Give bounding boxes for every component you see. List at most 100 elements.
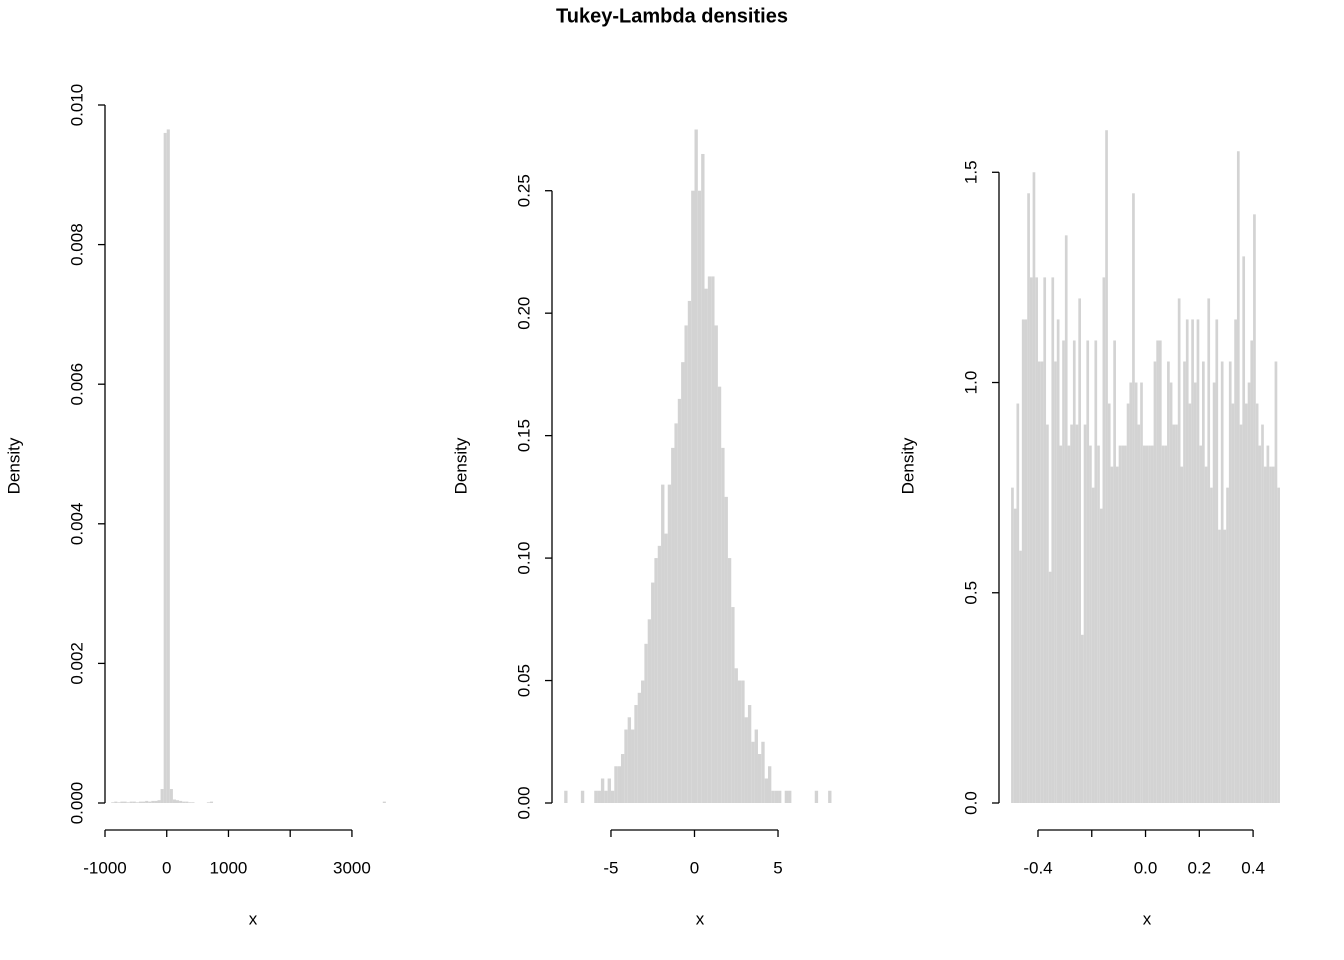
bar bbox=[1239, 424, 1243, 803]
bar bbox=[1094, 340, 1098, 803]
bar bbox=[1247, 382, 1251, 803]
bar bbox=[1043, 277, 1047, 803]
bar bbox=[1029, 277, 1033, 803]
bar bbox=[597, 790, 601, 803]
bar bbox=[1056, 319, 1060, 803]
bar bbox=[1132, 193, 1135, 803]
bar bbox=[1185, 319, 1189, 803]
bar bbox=[1083, 424, 1087, 803]
bar bbox=[1048, 571, 1052, 803]
bar bbox=[774, 790, 779, 803]
bar bbox=[1110, 466, 1114, 803]
bar bbox=[1102, 277, 1106, 803]
bar bbox=[594, 790, 598, 803]
bar bbox=[1167, 361, 1170, 803]
bar bbox=[123, 801, 127, 803]
bar bbox=[687, 300, 692, 803]
bar bbox=[751, 741, 755, 803]
bar bbox=[771, 790, 775, 803]
y-axis-label: Density bbox=[4, 437, 23, 494]
bar bbox=[157, 800, 161, 803]
bar bbox=[1199, 445, 1203, 803]
y-axis-label: Density bbox=[898, 437, 917, 494]
bar bbox=[1021, 319, 1025, 803]
bar bbox=[1137, 424, 1141, 803]
bar bbox=[614, 766, 618, 803]
bar bbox=[644, 643, 648, 803]
bar bbox=[1212, 382, 1216, 803]
bar bbox=[631, 729, 635, 803]
bar bbox=[1202, 361, 1205, 803]
x-tick-label: 0.4 bbox=[1241, 858, 1265, 877]
y-tick-label: 0.006 bbox=[67, 363, 86, 406]
bar bbox=[1145, 445, 1149, 803]
bar bbox=[647, 619, 652, 803]
bar bbox=[1134, 382, 1138, 803]
bar bbox=[179, 800, 183, 803]
bar bbox=[160, 789, 164, 803]
bar bbox=[664, 533, 668, 803]
figure-title: Tukey-Lambda densities bbox=[556, 5, 788, 27]
bar bbox=[1234, 319, 1237, 803]
bar bbox=[1054, 361, 1057, 803]
bar bbox=[163, 132, 167, 804]
y-tick-label: 1.5 bbox=[961, 160, 980, 184]
bar bbox=[1115, 466, 1119, 803]
bar bbox=[747, 705, 752, 803]
bar bbox=[684, 325, 688, 803]
bar bbox=[1013, 508, 1017, 803]
bar bbox=[737, 680, 742, 803]
bar bbox=[1175, 424, 1178, 803]
bar bbox=[1250, 340, 1254, 803]
x-tick-label: -0.4 bbox=[1023, 858, 1052, 877]
bar bbox=[627, 717, 632, 803]
bar bbox=[651, 582, 655, 803]
bar bbox=[1153, 361, 1157, 803]
bar bbox=[761, 741, 765, 803]
bar bbox=[172, 799, 176, 803]
bar bbox=[1156, 340, 1159, 803]
bar bbox=[1051, 277, 1055, 803]
bar bbox=[714, 325, 718, 803]
y-tick-label: 1.0 bbox=[961, 371, 980, 395]
x-tick-label: -5 bbox=[603, 858, 618, 877]
bar bbox=[1253, 214, 1256, 803]
bar bbox=[1142, 445, 1146, 803]
bar bbox=[701, 153, 705, 804]
bar bbox=[564, 790, 568, 803]
bar bbox=[1064, 235, 1068, 804]
bar bbox=[704, 288, 708, 803]
bar bbox=[1040, 361, 1044, 803]
bar bbox=[604, 790, 608, 803]
bar bbox=[1124, 445, 1127, 803]
bar bbox=[111, 802, 115, 803]
bar bbox=[182, 801, 186, 803]
bar bbox=[1075, 424, 1079, 803]
bar bbox=[1161, 445, 1165, 803]
y-tick-label: 0.5 bbox=[961, 581, 980, 605]
y-tick-label: 0.004 bbox=[67, 503, 86, 546]
bar bbox=[135, 802, 139, 803]
bar bbox=[1177, 298, 1181, 803]
bar bbox=[138, 801, 143, 803]
y-tick-label: 0.15 bbox=[514, 419, 533, 452]
bar bbox=[1220, 361, 1224, 803]
bar bbox=[1245, 403, 1248, 803]
bar bbox=[1121, 445, 1125, 803]
bar bbox=[117, 802, 121, 803]
y-tick-label: 0.002 bbox=[67, 642, 86, 685]
bar bbox=[767, 766, 772, 803]
bar bbox=[1242, 256, 1246, 803]
bar bbox=[1266, 445, 1270, 803]
bar bbox=[784, 790, 789, 803]
bar bbox=[694, 129, 698, 804]
bar bbox=[617, 766, 621, 803]
bar bbox=[734, 668, 738, 803]
bar bbox=[1107, 403, 1111, 803]
bar bbox=[697, 190, 702, 803]
bar bbox=[120, 801, 124, 803]
bar bbox=[1024, 319, 1028, 803]
bar bbox=[1105, 130, 1108, 804]
bar bbox=[654, 558, 658, 803]
bar bbox=[206, 802, 210, 803]
